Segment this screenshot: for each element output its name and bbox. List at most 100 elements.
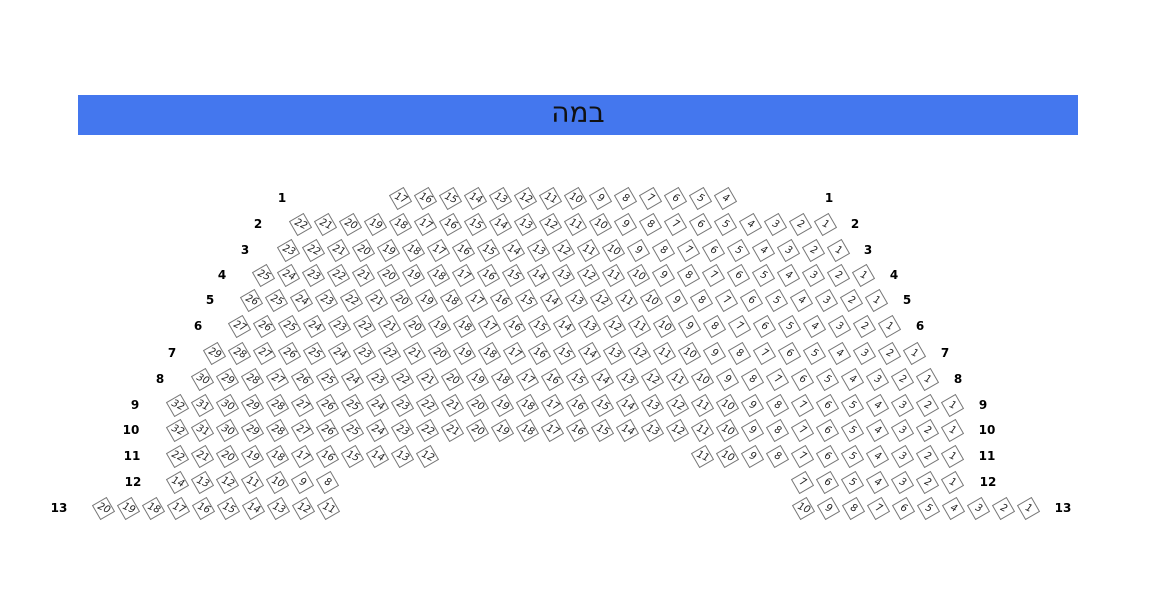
- seat-row-4-23[interactable]: 23: [301, 263, 326, 288]
- seat-row-10-4[interactable]: 4: [865, 418, 890, 443]
- seat-row-6-12[interactable]: 12: [602, 314, 627, 339]
- seat-row-10-3[interactable]: 3: [890, 418, 915, 443]
- seat-row-13-4[interactable]: 4: [941, 496, 966, 521]
- seat-row-9-17[interactable]: 17: [540, 393, 565, 418]
- seat-row-9-8[interactable]: 8: [765, 393, 790, 418]
- seat-row-3-22[interactable]: 22: [301, 238, 326, 263]
- seat-row-8-6[interactable]: 6: [790, 367, 815, 392]
- seat-row-7-6[interactable]: 6: [777, 341, 802, 366]
- seat-row-7-1[interactable]: 1: [902, 341, 927, 366]
- seat-row-1-12[interactable]: 12: [513, 186, 538, 211]
- seat-row-6-26[interactable]: 26: [252, 314, 277, 339]
- seat-row-10-14[interactable]: 14: [615, 418, 640, 443]
- seat-row-5-15[interactable]: 15: [514, 288, 539, 313]
- seat-row-4-21[interactable]: 21: [351, 263, 376, 288]
- seat-row-13-12[interactable]: 12: [291, 496, 316, 521]
- seat-row-7-3[interactable]: 3: [852, 341, 877, 366]
- seat-row-10-1[interactable]: 1: [940, 418, 965, 443]
- seat-row-12-2[interactable]: 2: [915, 470, 940, 495]
- seat-row-12-9[interactable]: 9: [290, 470, 315, 495]
- seat-row-8-7[interactable]: 7: [765, 367, 790, 392]
- seat-row-8-14[interactable]: 14: [590, 367, 615, 392]
- seat-row-3-3[interactable]: 3: [776, 238, 801, 263]
- seat-row-9-23[interactable]: 23: [390, 393, 415, 418]
- seat-row-2-16[interactable]: 16: [438, 212, 463, 237]
- seat-row-3-13[interactable]: 13: [526, 238, 551, 263]
- seat-row-7-26[interactable]: 26: [277, 341, 302, 366]
- seat-row-10-25[interactable]: 25: [340, 418, 365, 443]
- seat-row-10-2[interactable]: 2: [915, 418, 940, 443]
- seat-row-10-20[interactable]: 20: [465, 418, 490, 443]
- seat-row-13-18[interactable]: 18: [141, 496, 166, 521]
- seat-row-10-30[interactable]: 30: [215, 418, 240, 443]
- seat-row-6-15[interactable]: 15: [527, 314, 552, 339]
- seat-row-9-3[interactable]: 3: [890, 393, 915, 418]
- seat-row-3-21[interactable]: 21: [326, 238, 351, 263]
- seat-row-10-32[interactable]: 32: [165, 418, 190, 443]
- seat-row-13-6[interactable]: 6: [891, 496, 916, 521]
- seat-row-13-16[interactable]: 16: [191, 496, 216, 521]
- seat-row-7-24[interactable]: 24: [327, 341, 352, 366]
- seat-row-4-6[interactable]: 6: [726, 263, 751, 288]
- seat-row-8-27[interactable]: 27: [265, 367, 290, 392]
- seat-row-3-23[interactable]: 23: [276, 238, 301, 263]
- seat-row-6-18[interactable]: 18: [452, 314, 477, 339]
- seat-row-8-15[interactable]: 15: [565, 367, 590, 392]
- seat-row-10-17[interactable]: 17: [540, 418, 565, 443]
- seat-row-8-9[interactable]: 9: [715, 367, 740, 392]
- seat-row-9-30[interactable]: 30: [215, 393, 240, 418]
- seat-row-3-7[interactable]: 7: [676, 238, 701, 263]
- seat-row-1-16[interactable]: 16: [413, 186, 438, 211]
- seat-row-2-6[interactable]: 6: [688, 212, 713, 237]
- seat-row-8-5[interactable]: 5: [815, 367, 840, 392]
- seat-row-7-14[interactable]: 14: [577, 341, 602, 366]
- seat-row-11-11[interactable]: 11: [690, 444, 715, 469]
- seat-row-13-5[interactable]: 5: [916, 496, 941, 521]
- seat-row-7-28[interactable]: 28: [227, 341, 252, 366]
- seat-row-10-9[interactable]: 9: [740, 418, 765, 443]
- seat-row-5-18[interactable]: 18: [439, 288, 464, 313]
- seat-row-10-8[interactable]: 8: [765, 418, 790, 443]
- seat-row-10-10[interactable]: 10: [715, 418, 740, 443]
- seat-row-6-9[interactable]: 9: [677, 314, 702, 339]
- seat-row-7-16[interactable]: 16: [527, 341, 552, 366]
- seat-row-6-22[interactable]: 22: [352, 314, 377, 339]
- seat-row-11-2[interactable]: 2: [915, 444, 940, 469]
- seat-row-4-12[interactable]: 12: [576, 263, 601, 288]
- seat-row-6-13[interactable]: 13: [577, 314, 602, 339]
- seat-row-10-28[interactable]: 28: [265, 418, 290, 443]
- seat-row-6-3[interactable]: 3: [827, 314, 852, 339]
- seat-row-3-14[interactable]: 14: [501, 238, 526, 263]
- seat-row-8-26[interactable]: 26: [290, 367, 315, 392]
- seat-row-1-5[interactable]: 5: [688, 186, 713, 211]
- seat-row-2-2[interactable]: 2: [788, 212, 813, 237]
- seat-row-4-10[interactable]: 10: [626, 263, 651, 288]
- seat-row-7-18[interactable]: 18: [477, 341, 502, 366]
- seat-row-10-6[interactable]: 6: [815, 418, 840, 443]
- seat-row-13-17[interactable]: 17: [166, 496, 191, 521]
- seat-row-12-8[interactable]: 8: [315, 470, 340, 495]
- seat-row-10-21[interactable]: 21: [440, 418, 465, 443]
- seat-row-9-5[interactable]: 5: [840, 393, 865, 418]
- seat-row-2-21[interactable]: 21: [313, 212, 338, 237]
- seat-row-2-3[interactable]: 3: [763, 212, 788, 237]
- seat-row-10-7[interactable]: 7: [790, 418, 815, 443]
- seat-row-4-25[interactable]: 25: [251, 263, 276, 288]
- seat-row-13-7[interactable]: 7: [866, 496, 891, 521]
- seat-row-2-15[interactable]: 15: [463, 212, 488, 237]
- seat-row-5-19[interactable]: 19: [414, 288, 439, 313]
- seat-row-6-14[interactable]: 14: [552, 314, 577, 339]
- seat-row-8-23[interactable]: 23: [365, 367, 390, 392]
- seat-row-5-2[interactable]: 2: [839, 288, 864, 313]
- seat-row-4-5[interactable]: 5: [751, 263, 776, 288]
- seat-row-10-18[interactable]: 18: [515, 418, 540, 443]
- seat-row-2-11[interactable]: 11: [563, 212, 588, 237]
- seat-row-8-1[interactable]: 1: [915, 367, 940, 392]
- seat-row-6-8[interactable]: 8: [702, 314, 727, 339]
- seat-row-5-22[interactable]: 22: [339, 288, 364, 313]
- seat-row-7-9[interactable]: 9: [702, 341, 727, 366]
- seat-row-8-19[interactable]: 19: [465, 367, 490, 392]
- seat-row-1-15[interactable]: 15: [438, 186, 463, 211]
- seat-row-6-27[interactable]: 27: [227, 314, 252, 339]
- seat-row-9-27[interactable]: 27: [290, 393, 315, 418]
